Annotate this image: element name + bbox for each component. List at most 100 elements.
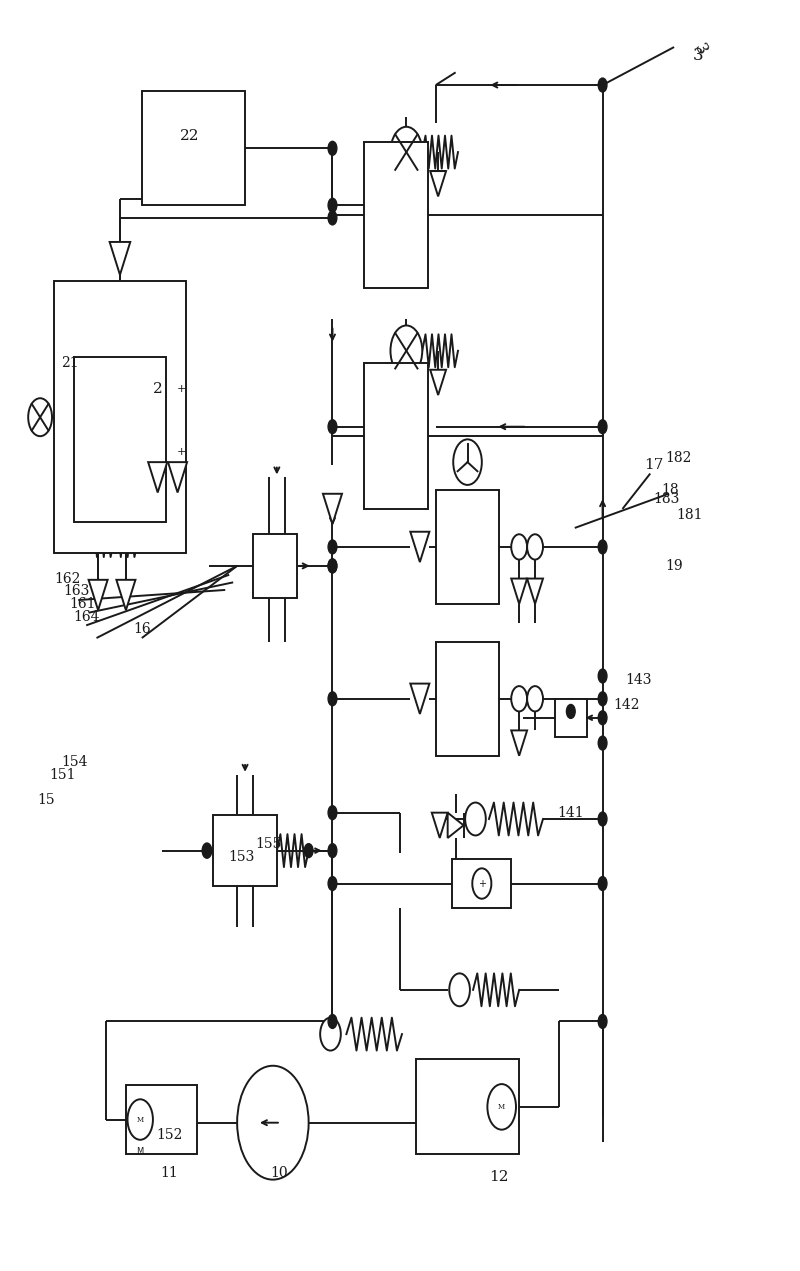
Circle shape [598,78,607,92]
Circle shape [127,1099,153,1140]
Bar [126,1084,198,1154]
Circle shape [390,325,422,376]
Text: 12: 12 [490,1171,509,1185]
Polygon shape [116,580,135,610]
Circle shape [328,211,337,225]
Text: 3: 3 [693,47,703,65]
Text: 22: 22 [180,128,199,142]
Bar [436,642,499,756]
Circle shape [472,868,491,899]
Bar [416,1060,519,1154]
Text: 152: 152 [157,1129,182,1143]
Circle shape [328,559,337,573]
Text: M: M [137,1146,144,1155]
Text: 18: 18 [662,483,679,497]
Polygon shape [448,812,463,838]
Circle shape [598,877,607,891]
Text: 3: 3 [690,41,710,58]
Circle shape [328,844,337,858]
Text: 154: 154 [61,755,87,769]
Polygon shape [168,463,187,492]
Text: M: M [498,1103,506,1111]
Circle shape [566,704,575,718]
Circle shape [328,1014,337,1028]
Circle shape [527,534,543,559]
Bar [364,364,428,508]
Circle shape [237,1066,309,1179]
Polygon shape [511,578,527,604]
Circle shape [390,127,422,178]
Bar [142,92,245,205]
Text: +: + [177,447,186,458]
Circle shape [598,419,607,433]
Circle shape [328,691,337,705]
Circle shape [598,669,607,683]
Polygon shape [527,578,543,604]
Text: 182: 182 [665,451,691,465]
Bar [214,815,277,886]
Text: +: + [177,384,186,394]
Circle shape [527,686,543,712]
Bar [364,142,428,287]
Polygon shape [511,731,527,756]
Text: 143: 143 [625,672,651,686]
Circle shape [511,534,527,559]
Text: 164: 164 [73,610,99,624]
Circle shape [511,686,527,712]
Circle shape [328,806,337,820]
Text: 151: 151 [49,768,76,782]
Circle shape [328,877,337,891]
Polygon shape [432,812,448,838]
Polygon shape [430,172,446,197]
Circle shape [304,844,313,858]
Circle shape [598,812,607,826]
Polygon shape [410,531,430,562]
Text: 11: 11 [161,1167,178,1181]
Circle shape [450,974,470,1007]
Polygon shape [148,463,167,492]
Bar [452,859,511,907]
Text: 15: 15 [38,793,55,807]
Text: M: M [137,1116,144,1124]
Text: 183: 183 [653,492,679,506]
Bar [555,699,586,737]
Circle shape [202,843,212,858]
Bar [436,491,499,604]
Circle shape [328,141,337,155]
Circle shape [320,1018,341,1051]
Circle shape [28,398,52,436]
Text: 142: 142 [613,698,640,712]
Circle shape [598,691,607,705]
Bar [253,534,297,597]
Bar [54,281,186,553]
Polygon shape [89,580,108,610]
Text: 163: 163 [63,585,90,599]
Text: 21: 21 [62,356,79,370]
Circle shape [454,440,482,486]
Polygon shape [430,370,446,395]
Text: +: + [478,878,486,888]
Circle shape [598,710,607,724]
Text: 19: 19 [666,559,683,573]
Circle shape [465,802,486,835]
Polygon shape [410,684,430,714]
Bar [74,357,166,521]
Text: 155: 155 [256,838,282,852]
Polygon shape [110,241,130,275]
Text: 161: 161 [69,597,95,611]
Text: 16: 16 [133,623,150,637]
Circle shape [487,1084,516,1130]
Circle shape [598,1014,607,1028]
Text: 10: 10 [270,1167,288,1181]
Circle shape [598,540,607,554]
Circle shape [328,419,337,433]
Text: 17: 17 [645,458,664,472]
Circle shape [328,540,337,554]
Text: 162: 162 [54,572,81,586]
Circle shape [598,736,607,750]
Polygon shape [323,493,342,524]
Text: 2: 2 [153,381,162,395]
Text: 141: 141 [558,806,584,820]
Circle shape [328,198,337,212]
Text: 181: 181 [677,508,703,522]
